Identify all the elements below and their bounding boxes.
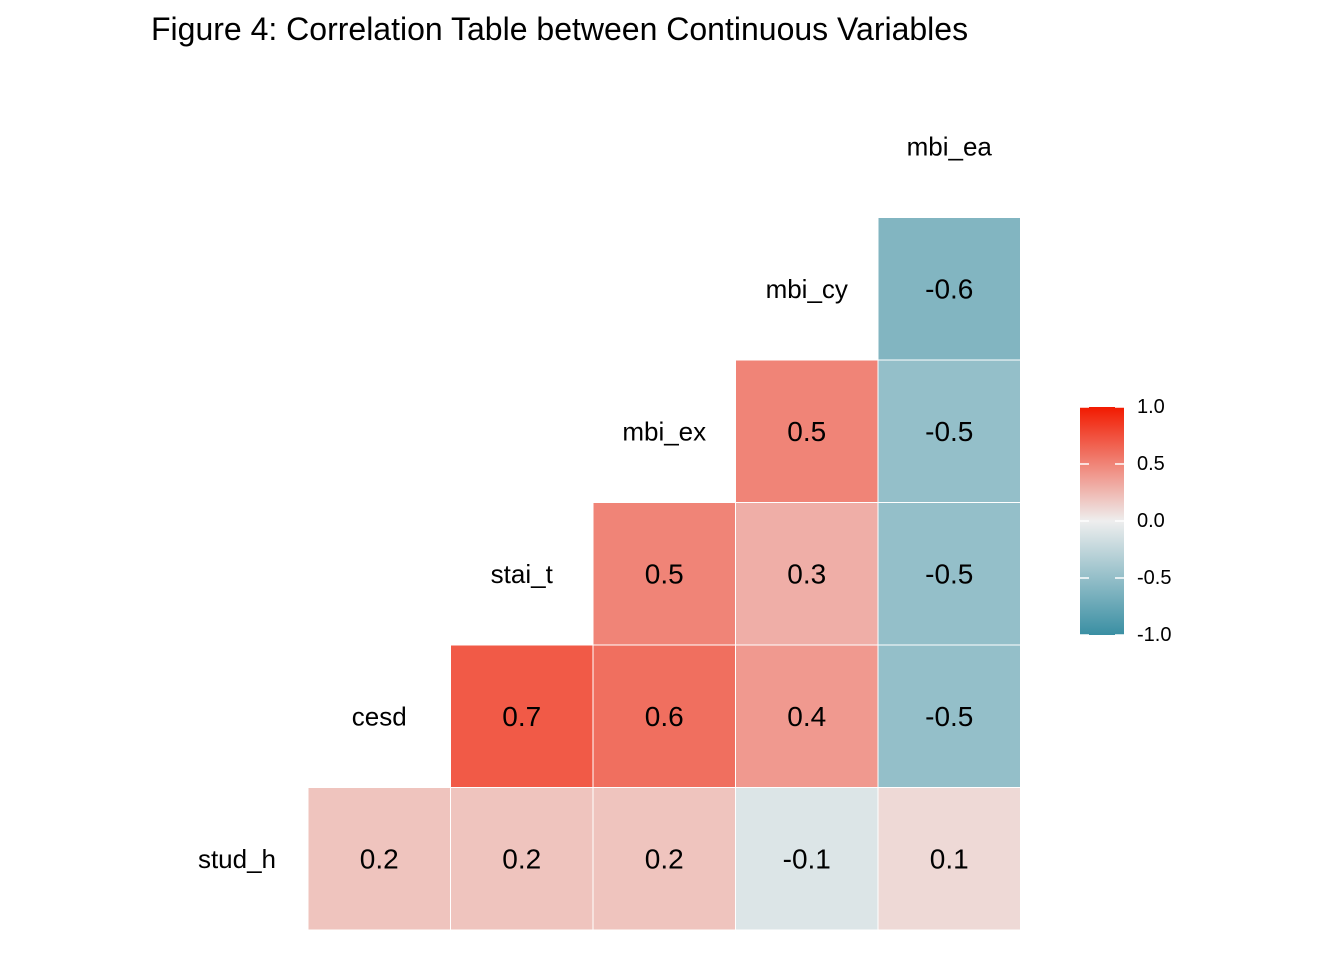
variable-label-stai-t: stai_t xyxy=(491,559,554,589)
cell-value-label: -0.5 xyxy=(925,558,973,589)
cell-value-label: -0.6 xyxy=(925,273,973,304)
variable-label-stud-h: stud_h xyxy=(198,844,276,874)
cell-value-label: 0.5 xyxy=(645,558,684,589)
heatmap-cell xyxy=(877,502,1021,646)
cell-value-label: 0.3 xyxy=(787,558,826,589)
legend-tick-label: 0.5 xyxy=(1137,453,1165,475)
cell-value-label: 0.6 xyxy=(645,701,684,732)
heatmap-cell xyxy=(735,359,879,503)
cell-value-label: -0.5 xyxy=(925,701,973,732)
cell-value-label: 0.2 xyxy=(502,843,541,874)
heatmap-cell xyxy=(450,644,594,788)
cell-value-label: 0.2 xyxy=(645,843,684,874)
chart-title: Figure 4: Correlation Table between Cont… xyxy=(151,11,968,47)
variable-label-cesd: cesd xyxy=(352,701,407,731)
cell-value-label: 0.7 xyxy=(502,701,541,732)
legend-tick-label: 1.0 xyxy=(1137,396,1165,418)
variable-label-mbi-ea: mbi_ea xyxy=(907,131,993,161)
legend-tick-label: 0.0 xyxy=(1137,510,1165,532)
legend-tick-label: -0.5 xyxy=(1137,567,1171,589)
color-legend: 1.0 0.5 0.0 -0.5 -1.0 xyxy=(1080,396,1171,646)
cell-value-label: -0.1 xyxy=(783,843,831,874)
heatmap-cells: 0.2 0.2 0.2 -0.1 0.1 0.7 0.6 0.4 -0.5 0.5 0.3 -0.5 0… xyxy=(307,217,1021,931)
heatmap-cell xyxy=(877,217,1021,361)
cell-value-label: 0.1 xyxy=(930,843,969,874)
heatmap-cell xyxy=(592,502,736,646)
variable-label-mbi-ex: mbi_ex xyxy=(622,416,706,446)
heatmap-cell xyxy=(307,787,451,931)
heatmap-cell xyxy=(877,787,1021,931)
cell-value-label: 0.4 xyxy=(787,701,826,732)
legend-tick-label: -1.0 xyxy=(1137,624,1171,646)
cell-value-label: 0.5 xyxy=(787,416,826,447)
heatmap-cell xyxy=(735,644,879,788)
heatmap-cell xyxy=(450,787,594,931)
heatmap-cell xyxy=(592,644,736,788)
cell-value-label: -0.5 xyxy=(925,416,973,447)
variable-labels: stud_h cesd stai_t mbi_ex mbi_cy mbi_ea xyxy=(198,131,992,874)
cell-value-label: 0.2 xyxy=(360,843,399,874)
heatmap-cell xyxy=(877,644,1021,788)
variable-label-mbi-cy: mbi_cy xyxy=(766,274,848,304)
heatmap-cell xyxy=(735,787,879,931)
